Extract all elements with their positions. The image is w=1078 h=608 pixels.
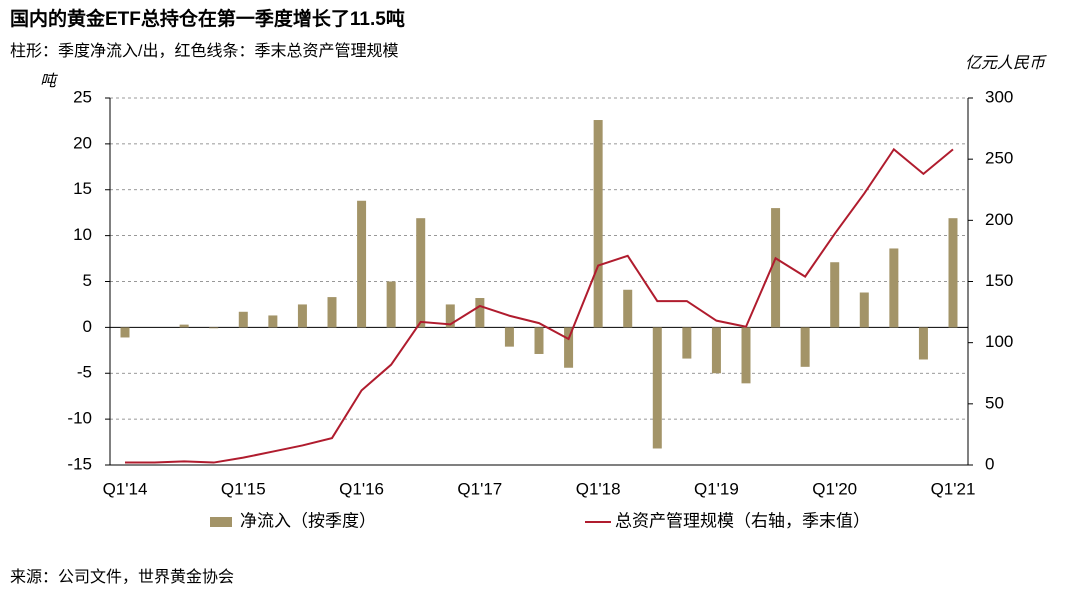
chart-subtitle: 柱形：季度净流入/出，红色线条：季末总资产管理规模 — [10, 42, 398, 60]
bar — [268, 315, 278, 328]
bar — [564, 327, 574, 368]
bar — [948, 218, 958, 328]
y-axis-title: 吨 — [40, 72, 59, 90]
y2-tick-label: 200 — [985, 210, 1013, 229]
y-tick-label: 10 — [73, 225, 92, 244]
x-tick-label: Q1'15 — [221, 479, 266, 498]
bar — [741, 327, 751, 384]
bar — [297, 304, 307, 328]
bar — [357, 200, 367, 328]
line — [125, 147, 954, 464]
bar — [445, 304, 455, 328]
x-tick-label: Q1'19 — [694, 479, 739, 498]
bar — [209, 327, 219, 329]
bar — [859, 292, 869, 328]
y-tick-label: -5 — [77, 363, 92, 382]
y2-tick-label: 50 — [985, 393, 1004, 412]
y-tick-label: 20 — [73, 133, 92, 152]
bar — [800, 327, 810, 367]
bar — [889, 248, 899, 328]
bar — [386, 281, 396, 328]
legend-label: 净流入（按季度） — [240, 511, 376, 530]
x-tick-label: Q1'20 — [812, 479, 857, 498]
y-tick-label: 25 — [73, 87, 92, 106]
bar — [593, 120, 603, 328]
x-tick-label: Q1'21 — [931, 479, 976, 498]
y2-axis-title: 亿元人民币 — [965, 54, 1047, 72]
y2-tick-label: 100 — [985, 332, 1013, 351]
x-tick-label: Q1'17 — [457, 479, 502, 498]
legend-label: 总资产管理规模（右轴，季末值） — [615, 511, 870, 530]
source-note: 来源：公司文件，世界黄金协会 — [10, 568, 234, 586]
bar — [238, 311, 248, 328]
bar — [918, 327, 928, 360]
bar — [682, 327, 692, 359]
bar — [623, 289, 633, 328]
bar — [416, 218, 426, 328]
bar — [830, 262, 840, 328]
y-tick-label: -10 — [67, 409, 92, 428]
bar — [534, 327, 544, 354]
y-tick-label: -15 — [67, 454, 92, 473]
bar — [120, 327, 130, 338]
y-tick-label: 5 — [83, 271, 92, 290]
bar — [504, 327, 514, 347]
bar — [771, 208, 781, 328]
x-tick-label: Q1'18 — [576, 479, 621, 498]
y-tick-label: 15 — [73, 179, 92, 198]
bar — [179, 324, 189, 328]
bar — [711, 327, 721, 374]
bar — [475, 298, 485, 328]
y-tick-label: 0 — [83, 317, 92, 336]
y2-tick-label: 250 — [985, 149, 1013, 168]
x-tick-label: Q1'16 — [339, 479, 384, 498]
legend-swatch — [210, 517, 232, 527]
bar — [327, 297, 337, 328]
y2-tick-label: 0 — [985, 454, 994, 473]
y2-tick-label: 300 — [985, 87, 1013, 106]
x-tick-label: Q1'14 — [103, 479, 148, 498]
y2-tick-label: 150 — [985, 271, 1013, 290]
bar — [652, 327, 662, 449]
chart-title: 国内的黄金ETF总持仓在第一季度增长了11.5吨 — [10, 7, 405, 30]
